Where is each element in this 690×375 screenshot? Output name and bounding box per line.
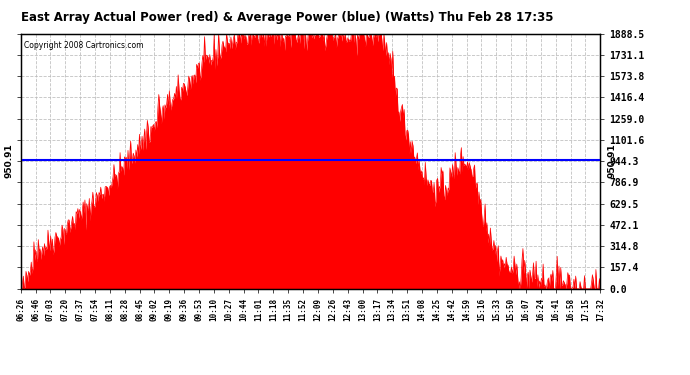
Text: 950.91: 950.91 bbox=[607, 143, 616, 178]
Text: 950.91: 950.91 bbox=[5, 143, 14, 178]
Text: East Array Actual Power (red) & Average Power (blue) (Watts) Thu Feb 28 17:35: East Array Actual Power (red) & Average … bbox=[21, 11, 553, 24]
Text: Copyright 2008 Cartronics.com: Copyright 2008 Cartronics.com bbox=[23, 41, 143, 50]
